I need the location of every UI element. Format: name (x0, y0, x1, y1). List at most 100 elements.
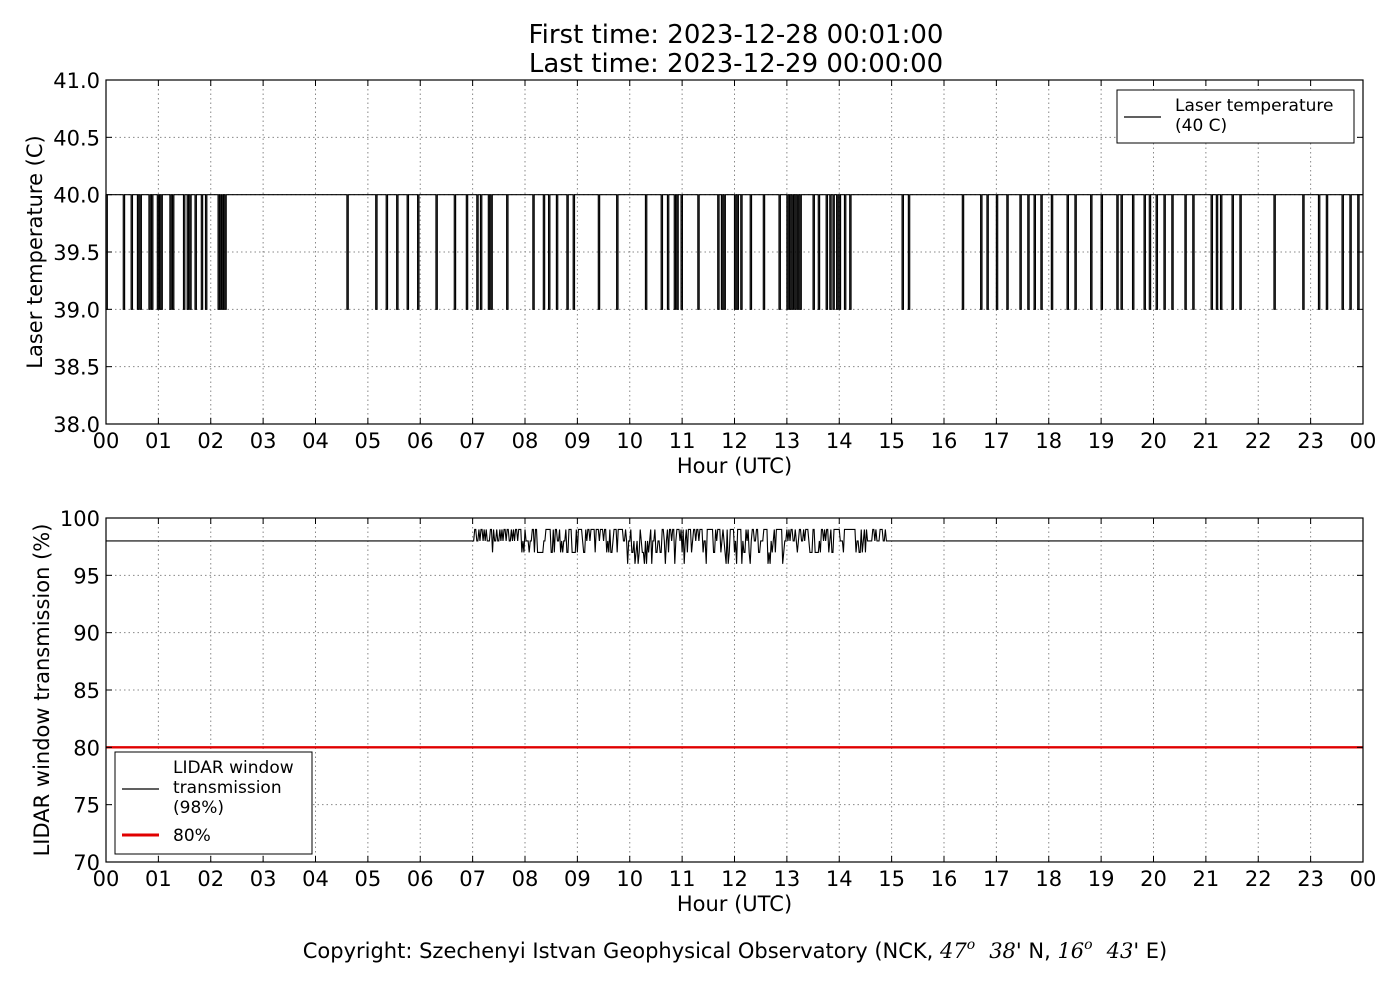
top-xtick-label: 18 (1035, 429, 1062, 453)
bot-xtick-label: 22 (1245, 867, 1272, 891)
bot-xtick-label: 03 (250, 867, 277, 891)
bottom-grid (106, 518, 1363, 862)
copyright-lat-deg: 47 (939, 939, 967, 963)
top-series-layer (105, 194, 1363, 310)
bot-xtick-label: 20 (1140, 867, 1167, 891)
top-ytick-label: 38.5 (53, 356, 100, 380)
top-xtick-label: 16 (931, 429, 958, 453)
bot-xtick-label: 17 (983, 867, 1010, 891)
top-xtick-label: 01 (145, 429, 172, 453)
bottom-x-ticks: 00 01 02 03 04 05 06 07 08 09 10 11 12 13 14 15 16 17 18 19… (93, 518, 1377, 891)
bot-xtick-label: 15 (878, 867, 905, 891)
bot-xtick-label: 10 (616, 867, 643, 891)
top-ytick-label: 38.0 (53, 413, 100, 437)
top-legend-line: Laser temperature (1175, 96, 1333, 116)
bot-ytick-label: 70 (73, 851, 100, 875)
top-xtick-label: 13 (774, 429, 801, 453)
copyright-lon-suffix: ' E) (1133, 939, 1167, 963)
lidar-transmission-chart: 00 01 02 03 04 05 06 07 08 09 10 11 12 13 14 15 16 17 18 19… (30, 507, 1376, 916)
top-ytick-label: 40.5 (53, 126, 100, 150)
copyright-lat-suffix: ' N, (1016, 939, 1058, 963)
top-xtick-label: 06 (407, 429, 434, 453)
bot-ytick-label: 90 (73, 622, 100, 646)
top-y-ticks: 38.0 38.5 39.0 39.5 40.0 40.5 41.0 (53, 69, 1363, 437)
bot-xtick-label: 04 (302, 867, 329, 891)
top-xtick-label: 21 (1193, 429, 1220, 453)
top-xtick-label: 03 (250, 429, 277, 453)
bot-xtick-label: 21 (1193, 867, 1220, 891)
top-xtick-label: 04 (302, 429, 329, 453)
bottom-y-axis-label: LIDAR window transmission (%) (30, 524, 54, 857)
bot-xtick-label: 19 (1088, 867, 1115, 891)
chart-title-line-1: First time: 2023-12-28 00:01:00 (529, 20, 944, 50)
bot-xtick-label: 09 (564, 867, 591, 891)
copyright-lat-min: 38 (989, 939, 1016, 963)
top-ytick-label: 39.0 (53, 298, 100, 322)
top-legend-line: (40 C) (1175, 116, 1227, 136)
top-xtick-label: 20 (1140, 429, 1167, 453)
copyright-lon-deg: 16 (1057, 939, 1084, 963)
copyright-lon-min: 43 (1106, 939, 1134, 963)
top-x-ticks: 00 01 02 03 04 05 06 07 08 09 10 11 12 13 14 15 16 17 18 19… (93, 80, 1377, 453)
bottom-legend-line: LIDAR window (173, 758, 294, 778)
bot-xtick-label: 13 (774, 867, 801, 891)
bot-ytick-label: 85 (73, 679, 100, 703)
bot-xtick-label: 02 (197, 867, 224, 891)
bot-xtick-label: 11 (669, 867, 696, 891)
top-xtick-label: 02 (197, 429, 224, 453)
top-xtick-label: 00 (93, 429, 120, 453)
bottom-series-layer (106, 528, 1363, 749)
bottom-legend-label-transmission: LIDAR window transmission (98%) (173, 758, 294, 818)
bot-xtick-label: 08 (512, 867, 539, 891)
top-legend-label: Laser temperature (40 C) (1175, 96, 1333, 136)
bottom-x-axis-label: Hour (UTC) (677, 892, 792, 916)
bottom-legend-label-threshold: 80% (173, 826, 211, 846)
top-x-axis-label: Hour (UTC) (677, 454, 792, 478)
bottom-legend: LIDAR window transmission (98%) 80% (114, 751, 313, 855)
bot-xtick-label: 06 (407, 867, 434, 891)
bot-xtick-label: 23 (1297, 867, 1324, 891)
top-xtick-label: 09 (564, 429, 591, 453)
bottom-legend-box (114, 751, 313, 855)
top-xtick-label: 14 (826, 429, 853, 453)
top-xtick-label: 19 (1088, 429, 1115, 453)
bot-xtick-label: 12 (721, 867, 748, 891)
bot-xtick-label: 01 (145, 867, 172, 891)
top-xtick-label: 17 (983, 429, 1010, 453)
bot-xtick-label: 00 (93, 867, 120, 891)
top-xtick-label: 22 (1245, 429, 1272, 453)
top-xtick-label: 07 (459, 429, 486, 453)
top-y-axis-label: Laser temperature (C) (23, 135, 47, 368)
copyright-lon-deg-sup: o (1084, 937, 1092, 953)
bot-ytick-label: 75 (73, 794, 100, 818)
copyright-lat-deg-sup: o (967, 937, 975, 953)
top-xtick-label: 10 (616, 429, 643, 453)
top-xtick-label: 08 (512, 429, 539, 453)
top-xtick-label: 00 (1350, 429, 1377, 453)
bottom-legend-line: (98%) (173, 798, 224, 818)
top-ytick-label: 40.0 (53, 184, 100, 208)
bot-ytick-label: 100 (60, 507, 100, 531)
copyright-notice: Copyright: Szechenyi Istvan Geophysical … (303, 937, 1168, 963)
bottom-legend-line: transmission (173, 778, 282, 798)
laser-temperature-line (105, 194, 1363, 310)
laser-temperature-chart: 00 01 02 03 04 05 06 07 08 09 10 11 12 13 14 15 16 17 18 19… (23, 69, 1376, 478)
copyright-prefix: Copyright: Szechenyi Istvan Geophysical … (303, 939, 940, 963)
bot-xtick-label: 00 (1350, 867, 1377, 891)
bot-xtick-label: 05 (355, 867, 382, 891)
top-ytick-label: 41.0 (53, 69, 100, 93)
bot-xtick-label: 07 (459, 867, 486, 891)
bot-xtick-label: 16 (931, 867, 958, 891)
bot-xtick-label: 14 (826, 867, 853, 891)
top-xtick-label: 15 (878, 429, 905, 453)
chart-title-line-2: Last time: 2023-12-29 00:00:00 (529, 49, 943, 79)
bot-ytick-label: 95 (73, 564, 100, 588)
top-ytick-label: 39.5 (53, 241, 100, 265)
top-xtick-label: 12 (721, 429, 748, 453)
bot-xtick-label: 18 (1035, 867, 1062, 891)
top-xtick-label: 11 (669, 429, 696, 453)
top-xtick-label: 23 (1297, 429, 1324, 453)
lidar-transmission-line (106, 528, 1363, 564)
top-xtick-label: 05 (355, 429, 382, 453)
